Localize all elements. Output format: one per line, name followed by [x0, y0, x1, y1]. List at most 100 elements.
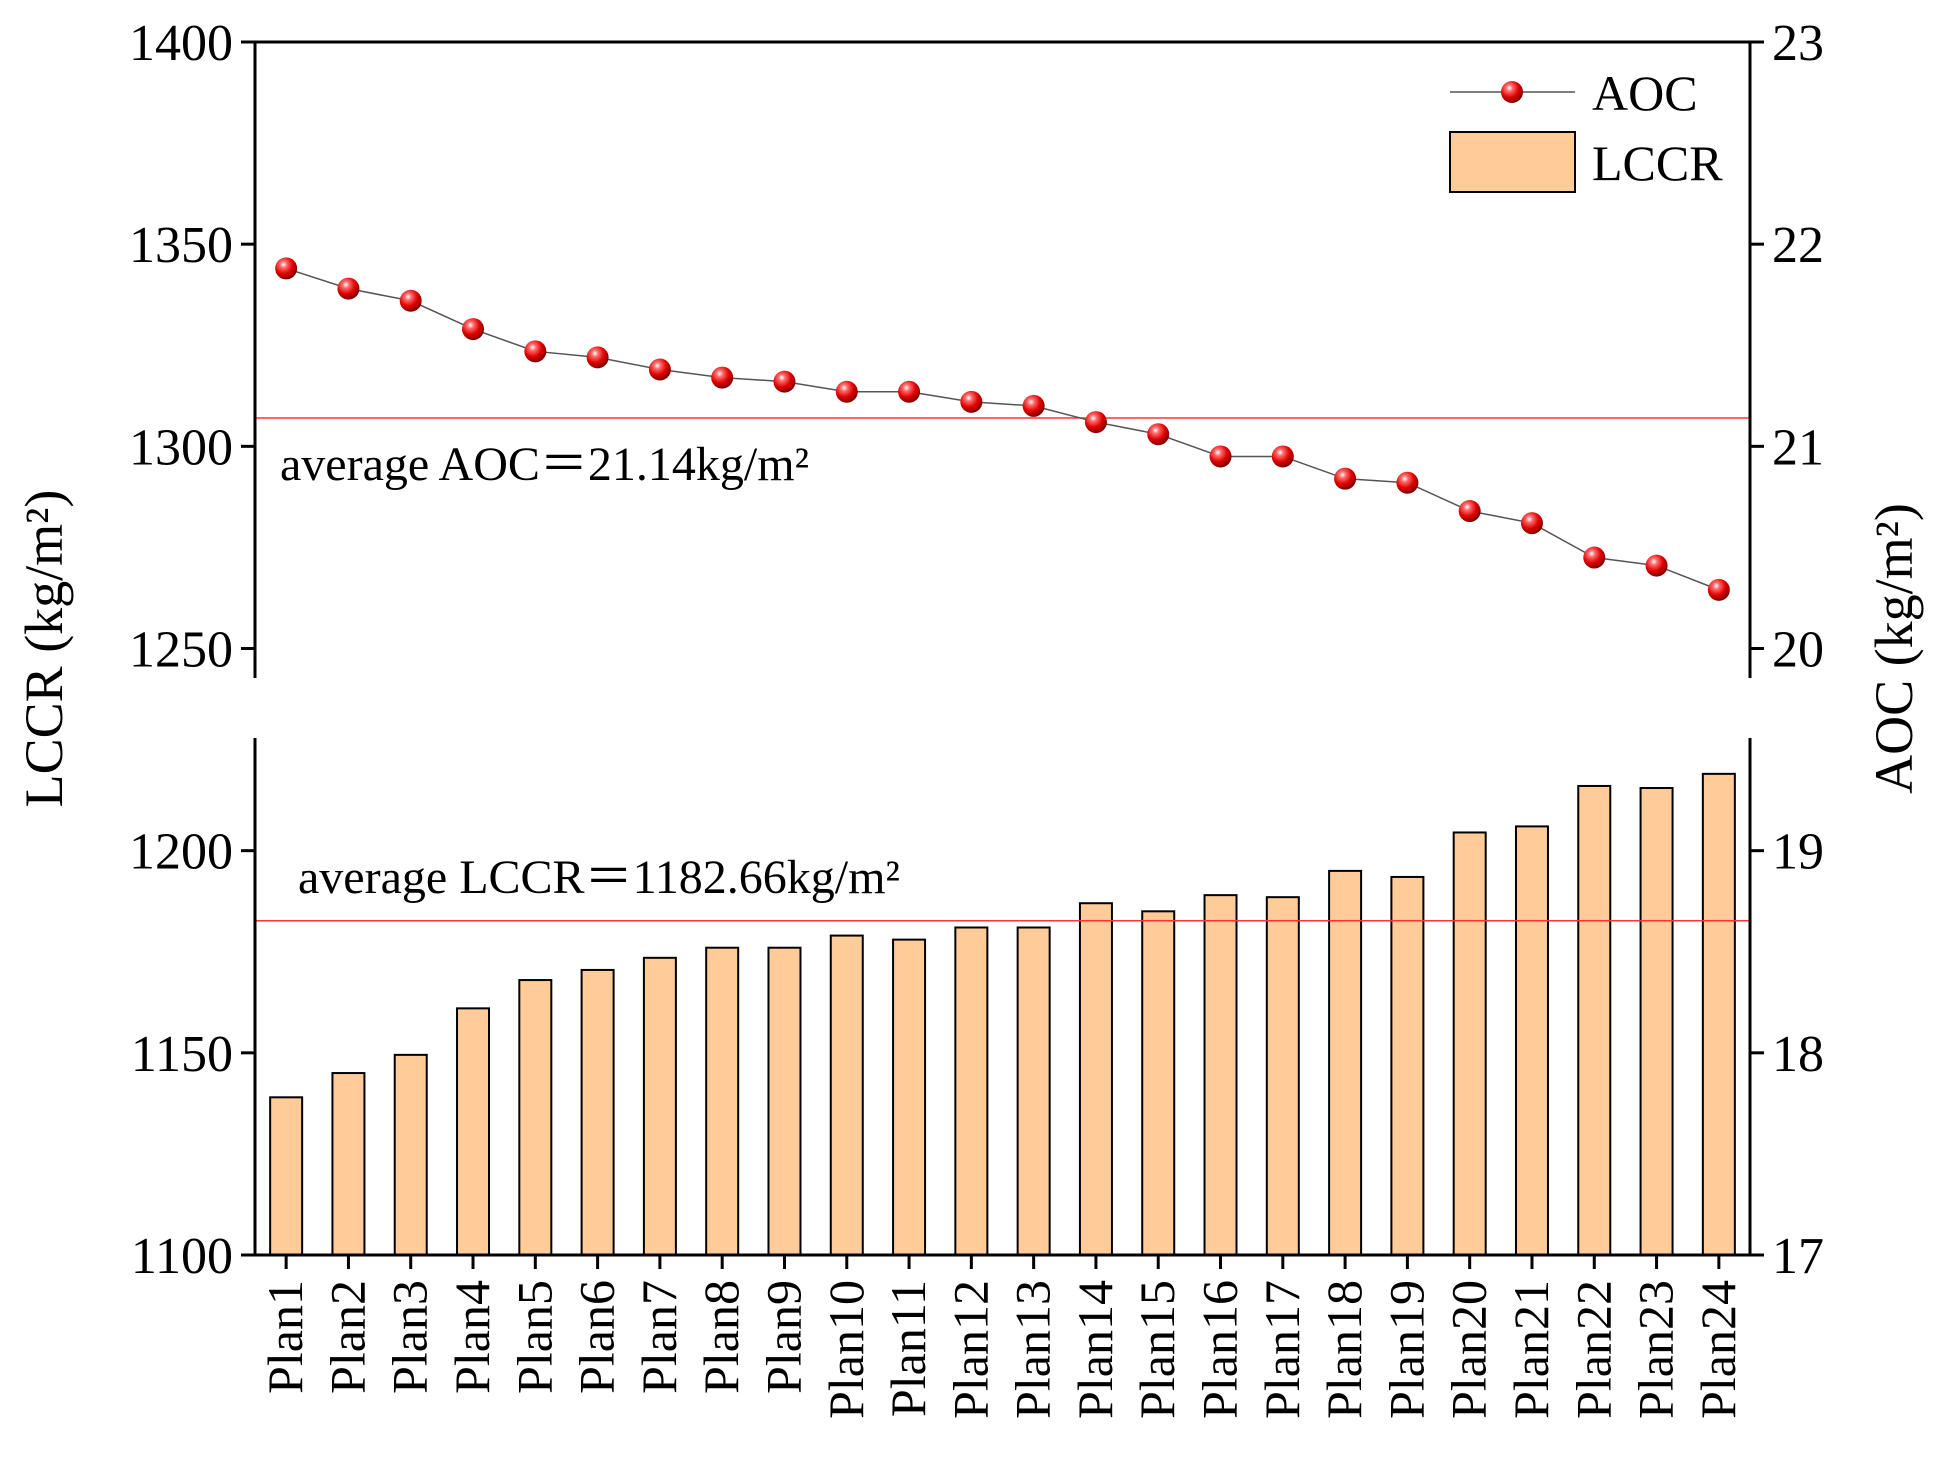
- lccr-bar-1: [269, 1096, 304, 1257]
- x-tick-label-1: Plan1: [257, 1280, 313, 1394]
- lccr-bar-13: [1016, 926, 1051, 1256]
- lccr-bar-8: [705, 946, 740, 1256]
- x-tick-label-20: Plan20: [1441, 1280, 1497, 1419]
- aoc-point-21: [1520, 512, 1543, 535]
- aoc-point-14: [1084, 411, 1107, 434]
- aoc-point-17: [1271, 445, 1294, 468]
- x-tick-label-17: Plan17: [1254, 1280, 1310, 1419]
- aoc-point-12: [960, 390, 983, 413]
- x-tick-label-7: Plan7: [631, 1280, 687, 1394]
- lccr-bar-9: [767, 946, 802, 1256]
- aoc-point-9: [773, 370, 796, 393]
- lccr-bar-4: [456, 1007, 491, 1257]
- lccr-bar-16: [1203, 894, 1238, 1256]
- lccr-bar-14: [1078, 902, 1113, 1256]
- left-tick-label-1350: 1350: [129, 217, 233, 274]
- x-tick-label-10: Plan10: [818, 1280, 874, 1419]
- right-tick-label-22: 22: [1772, 217, 1824, 274]
- left-tick-label-1150: 1150: [131, 1026, 233, 1083]
- lccr-bar-23: [1639, 786, 1674, 1256]
- right-tick-label-23: 23: [1772, 15, 1824, 72]
- x-tick-label-13: Plan13: [1005, 1280, 1061, 1419]
- left-tick-label-1200: 1200: [129, 824, 233, 881]
- x-tick-label-11: Plan11: [880, 1280, 936, 1417]
- lccr-bar-21: [1514, 825, 1549, 1256]
- x-tick-label-2: Plan2: [319, 1280, 375, 1394]
- right-tick-label-20: 20: [1772, 622, 1824, 679]
- left-tick-label-1300: 1300: [129, 419, 233, 476]
- average-lccr-label: average LCCR＝1182.66kg/m²: [298, 851, 900, 904]
- x-tick-label-23: Plan23: [1628, 1280, 1684, 1419]
- left-tick-label-1400: 1400: [129, 15, 233, 72]
- aoc-point-22: [1583, 546, 1606, 569]
- x-tick-label-15: Plan15: [1129, 1280, 1185, 1419]
- legend-aoc-marker: [1501, 81, 1523, 103]
- aoc-series: [275, 257, 1730, 601]
- right-axis-title: AOC (kg/m²): [1864, 503, 1924, 794]
- lccr-bar-10: [829, 934, 864, 1256]
- lccr-bar-12: [954, 926, 989, 1256]
- lccr-bar-22: [1577, 784, 1612, 1256]
- legend-aoc-label: AOC: [1592, 65, 1698, 121]
- x-tick-label-16: Plan16: [1192, 1280, 1248, 1419]
- x-tick-label-4: Plan4: [444, 1280, 500, 1394]
- legend-lccr-swatch: [1449, 131, 1576, 193]
- x-tick-label-21: Plan21: [1503, 1280, 1559, 1419]
- right-tick-label-18: 18: [1772, 1026, 1824, 1083]
- lccr-bar-18: [1328, 869, 1363, 1257]
- x-tick-label-12: Plan12: [942, 1280, 998, 1419]
- lccr-bar-20: [1452, 831, 1487, 1256]
- aoc-point-1: [275, 257, 298, 280]
- aoc-point-20: [1458, 500, 1481, 523]
- lccr-bars: [269, 772, 1736, 1257]
- lccr-bar-5: [518, 979, 553, 1256]
- left-tick-label-1250: 1250: [129, 622, 233, 679]
- reference-lines: [255, 417, 1750, 922]
- lccr-bar-3: [393, 1053, 428, 1256]
- aoc-point-16: [1209, 445, 1232, 468]
- aoc-point-23: [1645, 554, 1668, 577]
- aoc-point-6: [586, 346, 609, 369]
- average-aoc-label: average AOC＝21.14kg/m²: [280, 438, 809, 491]
- lccr-bar-24: [1701, 772, 1736, 1256]
- x-tick-label-19: Plan19: [1378, 1280, 1434, 1419]
- lccr-bar-11: [892, 938, 927, 1256]
- aoc-point-11: [898, 380, 921, 403]
- aoc-point-10: [835, 380, 858, 403]
- aoc-point-13: [1022, 394, 1045, 417]
- x-tick-label-3: Plan3: [382, 1280, 438, 1394]
- x-tick-label-14: Plan14: [1067, 1280, 1123, 1419]
- lccr-bar-7: [642, 956, 677, 1256]
- x-tick-label-22: Plan22: [1565, 1280, 1621, 1419]
- x-tick-label-18: Plan18: [1316, 1280, 1372, 1419]
- x-tick-label-24: Plan24: [1690, 1280, 1746, 1419]
- lccr-bar-2: [331, 1072, 366, 1257]
- right-tick-label-19: 19: [1772, 824, 1824, 881]
- aoc-point-19: [1396, 471, 1419, 494]
- right-tick-label-21: 21: [1772, 419, 1824, 476]
- x-tick-label-9: Plan9: [755, 1280, 811, 1394]
- aoc-point-24: [1707, 578, 1730, 601]
- x-tick-label-8: Plan8: [693, 1280, 749, 1394]
- aoc-point-15: [1147, 423, 1170, 446]
- legend-lccr-label: LCCR: [1592, 135, 1723, 191]
- legend: AOC LCCR: [1449, 65, 1723, 193]
- lccr-bar-15: [1141, 910, 1176, 1256]
- x-tick-label-5: Plan5: [506, 1280, 562, 1394]
- right-tick-label-17: 17: [1772, 1228, 1824, 1285]
- left-axis-title: LCCR (kg/m²): [14, 490, 74, 808]
- aoc-point-5: [524, 340, 547, 363]
- aoc-point-8: [711, 366, 734, 389]
- left-tick-label-1100: 1100: [131, 1228, 233, 1285]
- lccr-bar-19: [1390, 875, 1425, 1256]
- aoc-point-7: [648, 358, 671, 381]
- x-tick-label-6: Plan6: [569, 1280, 625, 1394]
- aoc-point-2: [337, 277, 360, 300]
- lccr-bar-6: [580, 968, 615, 1256]
- aoc-point-18: [1334, 467, 1357, 490]
- chart-text: 1100 1150 1200 1250 1300 1350 1400 17 18 19 20 21 22…: [14, 15, 1924, 1419]
- aoc-line: [285, 267, 1720, 591]
- aoc-point-4: [462, 318, 485, 341]
- lccr-bar-17: [1265, 896, 1300, 1256]
